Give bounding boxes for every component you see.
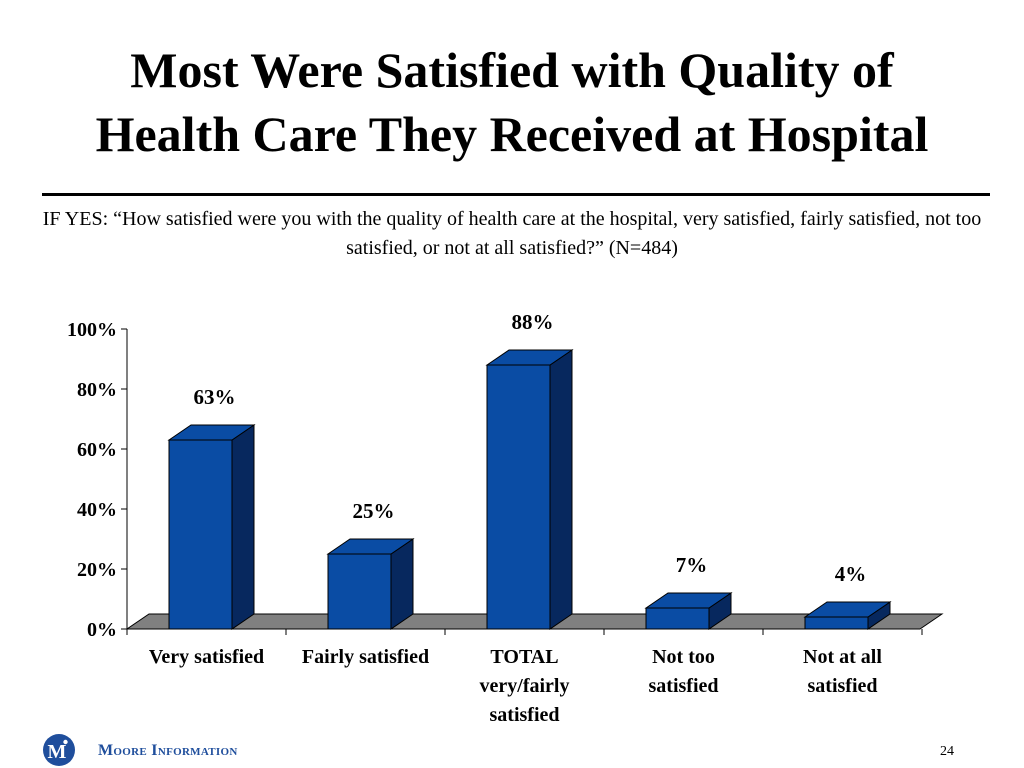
logo-letter: M — [48, 741, 67, 763]
bar-data-label: 4% — [835, 562, 867, 586]
bar-top — [167, 424, 256, 441]
bar — [168, 439, 233, 630]
bar — [327, 553, 392, 630]
bar — [486, 364, 551, 630]
category-label: satisfied — [649, 675, 719, 697]
y-tick-label: 80% — [77, 379, 117, 401]
bar-top — [644, 592, 733, 609]
category-label: satisfied — [808, 675, 878, 697]
slide-title-line-2: Health Care They Received at Hospital — [95, 106, 929, 162]
page-number: 24 — [940, 744, 954, 759]
title-divider — [42, 193, 990, 196]
bar-side — [390, 538, 414, 630]
brand-name: Moore Information — [98, 742, 238, 759]
bar-top — [326, 538, 415, 555]
slide-title-line-1: Most Were Satisfied with Quality of — [130, 42, 894, 98]
category-label: TOTAL — [490, 646, 558, 668]
slide-title: Most Were Satisfied with Quality of Heal… — [0, 38, 1024, 166]
bar-data-label: 63% — [194, 385, 236, 409]
bar-top — [485, 349, 574, 366]
category-label: very/fairly — [480, 675, 570, 697]
bar-side — [549, 349, 573, 630]
bar-data-label: 25% — [353, 499, 395, 523]
category-label: satisfied — [490, 704, 560, 726]
category-label: Fairly satisfied — [302, 646, 429, 668]
bar-data-label: 88% — [512, 310, 554, 334]
survey-question: IF YES: “How satisfied were you with the… — [42, 208, 982, 259]
y-tick-label: 0% — [87, 619, 117, 641]
y-tick-label: 20% — [77, 559, 117, 581]
satisfaction-bar-chart: 0% 20% 40% 60% 80% 100% 63% Very satisfied 25% Fa… — [67, 310, 944, 726]
y-tick-label: 60% — [77, 439, 117, 461]
category-label: Not at all — [803, 646, 882, 668]
moore-information-logo: M — [43, 734, 75, 766]
y-tick-label: 100% — [67, 319, 117, 341]
bar — [804, 616, 869, 630]
category-label: Not too — [652, 646, 715, 668]
bar-data-label: 7% — [676, 553, 708, 577]
y-tick-label: 40% — [77, 499, 117, 521]
bar-side — [231, 424, 255, 630]
bar — [645, 607, 710, 630]
bar-top — [803, 601, 892, 618]
category-label: Very satisfied — [149, 646, 264, 668]
